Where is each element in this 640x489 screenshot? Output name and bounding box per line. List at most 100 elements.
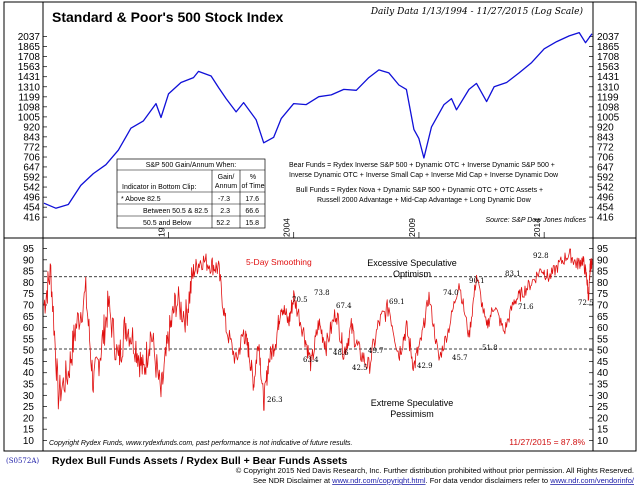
sentiment-panel-frame xyxy=(3,237,637,452)
sentiment-tick-label: 30 xyxy=(597,391,609,402)
sentiment-tick-label: 90 xyxy=(23,255,35,266)
gain-table-col-indicator: Indicator in Bottom Clip: xyxy=(122,184,196,191)
rydex-ratio-line xyxy=(43,248,593,411)
disclaimer-middle: . For data vendor disclaimers refer to xyxy=(426,476,549,485)
footer-title: Rydex Bull Funds Assets / Rydex Bull + B… xyxy=(52,455,348,467)
sentiment-tick-label: 85 xyxy=(23,267,35,278)
value-label: 73.8 xyxy=(314,289,330,297)
value-label: 26.3 xyxy=(267,396,283,404)
value-label: 42.9 xyxy=(417,362,433,370)
price-tick-label: 706 xyxy=(23,153,40,164)
sentiment-tick-label: 25 xyxy=(23,402,35,413)
sentiment-tick-label: 60 xyxy=(23,323,35,334)
value-label: 74.0 xyxy=(443,289,459,297)
gain-table-row-time: 66.6 xyxy=(245,208,259,215)
gain-table-row-time: 15.8 xyxy=(245,220,259,227)
disclaimer-prefix: See NDR Disclaimer at xyxy=(253,476,331,485)
sentiment-tick-label: 15 xyxy=(23,425,35,436)
price-tick-label: 843 xyxy=(23,132,40,143)
price-tick-label: 1563 xyxy=(597,62,620,73)
price-tick-label: 416 xyxy=(23,213,40,224)
fund-definitions: Bear Funds = Rydex Inverse S&P 500 + Dyn… xyxy=(289,162,559,204)
value-label: 48.6 xyxy=(333,349,349,357)
sentiment-tick-label: 90 xyxy=(597,255,609,266)
price-tick-label: 1098 xyxy=(597,102,620,113)
copyright-link[interactable]: www.ndr.com/copyright.html xyxy=(331,476,426,485)
price-tick-label: 1005 xyxy=(597,112,620,123)
price-tick-label: 1199 xyxy=(597,92,619,103)
bull-funds-label: Bull Funds = Rydex Nova + Dynamic S&P 50… xyxy=(296,187,543,194)
value-label: 63.4 xyxy=(303,356,319,364)
value-label: 90.1 xyxy=(469,277,485,285)
bear-funds-label-2: Inverse Dynamic OTC + Inverse Small Cap … xyxy=(289,172,559,179)
price-tick-label: 1310 xyxy=(18,82,41,93)
price-tick-label: 1310 xyxy=(597,82,620,93)
value-label: 67.4 xyxy=(336,302,352,310)
sentiment-tick-label: 95 xyxy=(597,244,609,255)
sentiment-tick-label: 20 xyxy=(597,413,609,424)
price-tick-label: 1005 xyxy=(18,112,41,123)
price-tick-label: 1098 xyxy=(18,102,41,113)
sentiment-tick-label: 75 xyxy=(23,289,35,300)
value-label: 69.1 xyxy=(389,298,405,306)
chart-title: Standard & Poor's 500 Stock Index xyxy=(52,9,284,25)
value-label: 72.5 xyxy=(578,299,594,307)
sentiment-series-layer xyxy=(43,248,593,411)
price-tick-label: 706 xyxy=(597,153,614,164)
gain-table-col-time: of Time xyxy=(242,183,265,190)
value-label: 70.5 xyxy=(292,296,308,304)
copyright-text: © Copyright 2015 Ned Davis Research, Inc… xyxy=(236,466,634,475)
sentiment-tick-label: 30 xyxy=(23,391,35,402)
price-tick-label: 1563 xyxy=(18,62,41,73)
gain-table-col-gain: Annum xyxy=(215,183,237,190)
current-reading: 11/27/2015 = 87.8% xyxy=(509,437,585,447)
smoothing-label: 5-Day Smoothing xyxy=(246,257,312,267)
chart-code: (S0572A) xyxy=(6,457,39,465)
price-tick-label: 920 xyxy=(23,122,40,133)
sentiment-tick-label: 50 xyxy=(23,346,35,357)
gain-table-col-gain: Gain/ xyxy=(218,174,235,181)
vendor-info-link[interactable]: www.ndr.com/vendorinfo/ xyxy=(549,476,635,485)
value-label: 49.7 xyxy=(368,347,384,355)
sentiment-tick-label: 10 xyxy=(23,436,35,447)
gain-table-frame xyxy=(116,158,266,229)
price-tick-label: 647 xyxy=(597,162,614,173)
year-tick-label: 2004 xyxy=(282,218,292,237)
price-tick-label: 454 xyxy=(23,203,40,214)
sentiment-tick-label: 25 xyxy=(597,402,609,413)
gain-table-row-label: Between 50.5 & 82.5 xyxy=(143,208,208,215)
sentiment-tick-label: 35 xyxy=(597,380,609,391)
sentiment-tick-label: 45 xyxy=(23,357,35,368)
price-tick-label: 416 xyxy=(597,213,614,224)
price-tick-label: 647 xyxy=(23,162,40,173)
gain-table-title: S&P 500 Gain/Annum When: xyxy=(146,162,237,169)
sentiment-tick-label: 55 xyxy=(23,334,35,345)
price-tick-label: 772 xyxy=(23,142,40,153)
price-tick-label: 843 xyxy=(597,132,614,143)
sentiment-tick-label: 35 xyxy=(23,380,35,391)
value-label: 45.7 xyxy=(452,354,468,362)
value-label: 51.8 xyxy=(482,344,498,352)
price-tick-label: 454 xyxy=(597,203,614,214)
value-label: 83.1 xyxy=(505,270,521,278)
optimism-label: Excessive Speculative xyxy=(367,258,457,268)
year-tick-label: 2009 xyxy=(407,218,417,237)
value-label: 71.6 xyxy=(518,303,534,311)
gain-table-row-gain: 2.3 xyxy=(220,208,230,215)
price-tick-label: 592 xyxy=(23,173,40,184)
sentiment-tick-label: 70 xyxy=(597,300,609,311)
price-tick-label: 1708 xyxy=(18,52,41,63)
price-tick-label: 2037 xyxy=(597,32,620,43)
price-series-layer xyxy=(43,31,593,209)
price-tick-label: 592 xyxy=(597,173,614,184)
source-note: Source: S&P Dow Jones Indices xyxy=(485,217,586,224)
price-tick-label: 2037 xyxy=(18,32,41,43)
pessimism-label-2: Pessimism xyxy=(390,409,434,419)
pessimism-label: Extreme Speculative xyxy=(371,398,454,408)
gain-table-row-label: * Above 82.5 xyxy=(121,196,161,203)
price-tick-label: 1431 xyxy=(18,72,41,83)
price-tick-label: 542 xyxy=(23,183,40,194)
sentiment-tick-label: 20 xyxy=(23,413,35,424)
